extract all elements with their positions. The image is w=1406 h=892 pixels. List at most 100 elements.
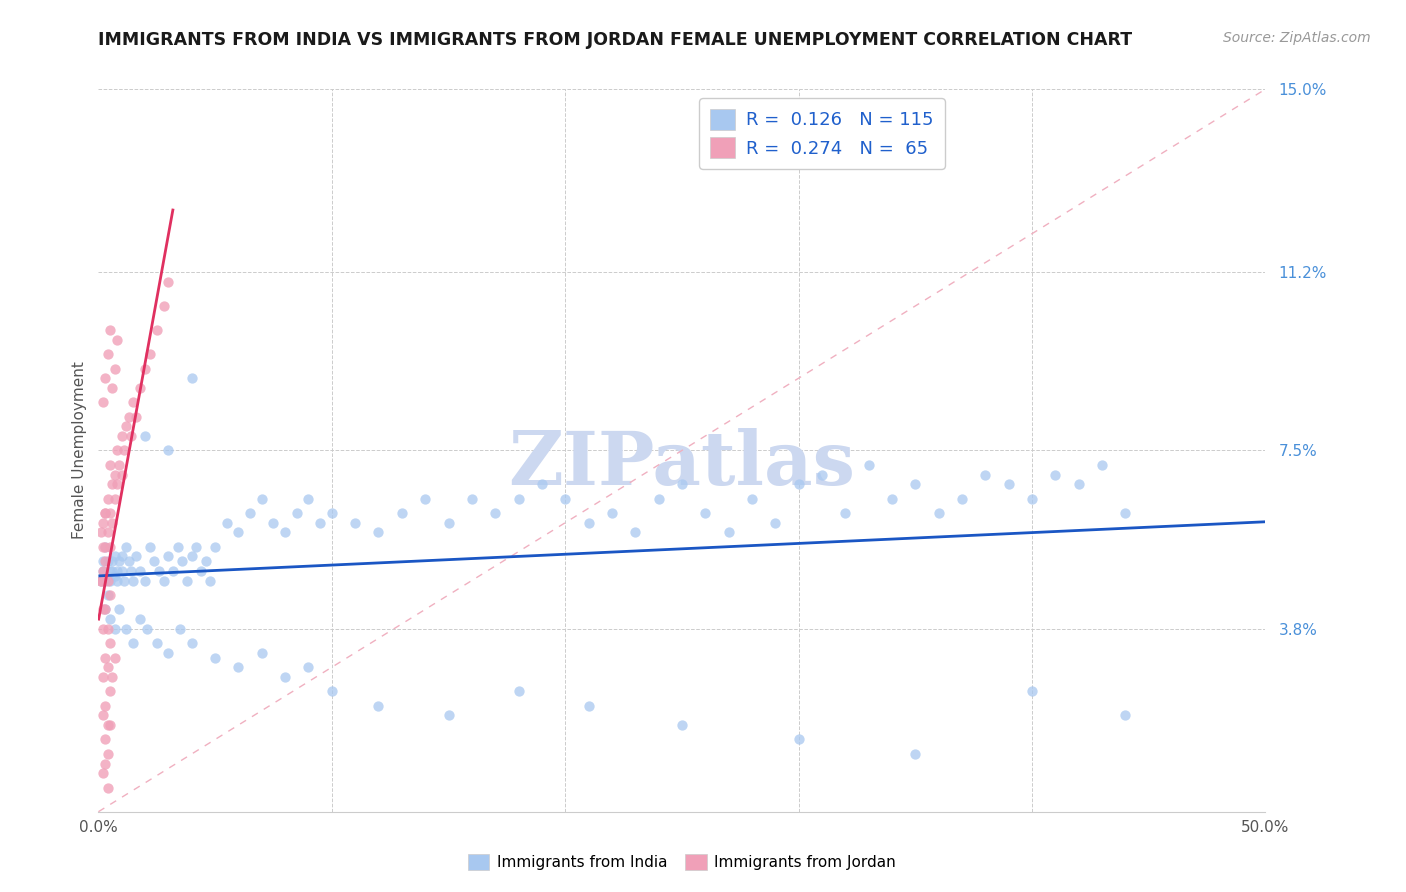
Point xyxy=(166,540,188,554)
Point xyxy=(97,622,120,636)
Point xyxy=(250,646,273,660)
Point xyxy=(904,747,927,761)
Point xyxy=(125,549,148,564)
Point xyxy=(94,574,117,588)
Point xyxy=(118,554,141,568)
Point xyxy=(94,506,117,520)
Point xyxy=(508,491,530,506)
Point xyxy=(437,708,460,723)
Point xyxy=(134,574,156,588)
Point xyxy=(274,525,297,540)
Point xyxy=(344,516,367,530)
Point xyxy=(104,491,127,506)
Point xyxy=(104,622,127,636)
Point xyxy=(98,458,121,472)
Point xyxy=(143,554,166,568)
Point xyxy=(250,491,273,506)
Point xyxy=(98,574,121,588)
Point xyxy=(180,549,202,564)
Point xyxy=(91,540,114,554)
Point xyxy=(90,525,112,540)
Point xyxy=(115,540,138,554)
Point xyxy=(763,516,786,530)
Point xyxy=(105,477,128,491)
Point xyxy=(98,612,121,626)
Point xyxy=(157,646,180,660)
Point xyxy=(91,602,114,616)
Point xyxy=(94,506,117,520)
Point xyxy=(97,780,120,795)
Legend: Immigrants from India, Immigrants from Jordan: Immigrants from India, Immigrants from J… xyxy=(461,848,903,876)
Point xyxy=(139,347,162,361)
Point xyxy=(787,732,810,747)
Point xyxy=(180,636,202,650)
Point xyxy=(94,540,117,554)
Point xyxy=(94,732,117,747)
Point xyxy=(90,574,112,588)
Point xyxy=(111,467,134,482)
Point xyxy=(101,516,124,530)
Point xyxy=(904,477,927,491)
Point xyxy=(94,602,117,616)
Point xyxy=(624,525,647,540)
Point xyxy=(157,549,180,564)
Point xyxy=(104,467,127,482)
Point xyxy=(152,299,174,313)
Point xyxy=(367,525,389,540)
Point xyxy=(112,443,135,458)
Point xyxy=(104,650,127,665)
Point xyxy=(97,747,120,761)
Point xyxy=(321,684,343,698)
Point xyxy=(176,574,198,588)
Point xyxy=(112,574,135,588)
Point xyxy=(90,574,112,588)
Point xyxy=(122,574,145,588)
Point xyxy=(578,516,600,530)
Point xyxy=(391,506,413,520)
Text: ZIPatlas: ZIPatlas xyxy=(509,428,855,501)
Point xyxy=(437,516,460,530)
Point xyxy=(91,622,114,636)
Point xyxy=(101,477,124,491)
Point xyxy=(98,506,121,520)
Point xyxy=(97,525,120,540)
Point xyxy=(97,660,120,674)
Point xyxy=(1114,708,1136,723)
Point xyxy=(101,564,124,578)
Point xyxy=(108,602,131,616)
Point xyxy=(162,564,184,578)
Point xyxy=(600,506,623,520)
Point xyxy=(104,549,127,564)
Point xyxy=(974,467,997,482)
Point xyxy=(950,491,973,506)
Point xyxy=(98,636,121,650)
Point xyxy=(111,564,134,578)
Point xyxy=(94,756,117,771)
Point xyxy=(97,588,120,602)
Point xyxy=(139,540,162,554)
Point xyxy=(152,574,174,588)
Point xyxy=(285,506,308,520)
Point xyxy=(122,636,145,650)
Point xyxy=(880,491,903,506)
Point xyxy=(98,540,121,554)
Point xyxy=(94,650,117,665)
Point xyxy=(741,491,763,506)
Point xyxy=(129,564,152,578)
Point xyxy=(787,477,810,491)
Point xyxy=(101,554,124,568)
Point xyxy=(91,516,114,530)
Point xyxy=(101,670,124,684)
Point xyxy=(190,564,212,578)
Point xyxy=(834,506,856,520)
Point xyxy=(136,622,159,636)
Point xyxy=(204,540,226,554)
Y-axis label: Female Unemployment: Female Unemployment xyxy=(72,361,87,540)
Point xyxy=(204,650,226,665)
Point xyxy=(118,409,141,424)
Point xyxy=(108,458,131,472)
Point xyxy=(108,554,131,568)
Point xyxy=(91,395,114,409)
Point xyxy=(647,491,669,506)
Point xyxy=(671,477,693,491)
